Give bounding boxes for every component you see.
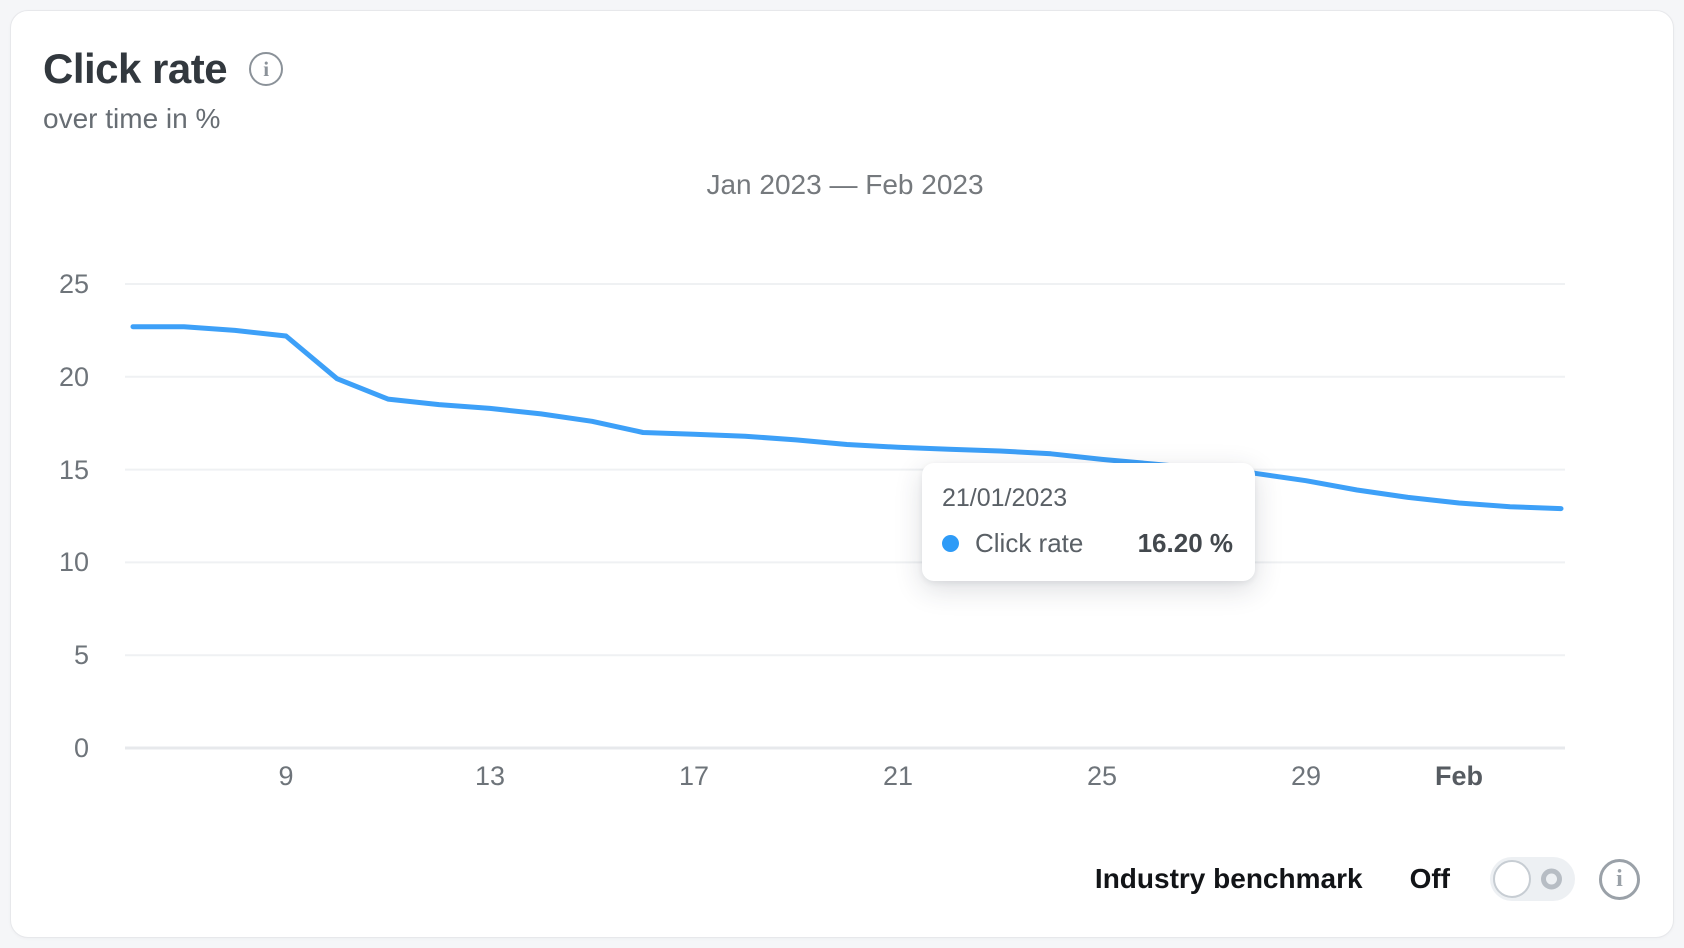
industry-benchmark-label: Industry benchmark <box>1094 863 1363 894</box>
toggle-knob[interactable] <box>1493 860 1531 898</box>
click-rate-line[interactable] <box>130 324 1564 512</box>
card-subtitle: over time in % <box>43 103 221 134</box>
y-axis-label: 10 <box>58 547 89 578</box>
tooltip-date: 21/01/2023 <box>942 484 1068 512</box>
line-chart[interactable] <box>11 11 1675 939</box>
chart-tooltip: 21/01/2023 Click rate 16.20 % <box>922 463 1255 581</box>
y-axis-label: 0 <box>73 733 89 763</box>
click-rate-card: Click rate i over time in % Jan 2023 — F… <box>10 10 1674 938</box>
benchmark-info-icon[interactable]: i <box>1599 858 1640 900</box>
benchmark-row: Industry benchmark Off i <box>1095 856 1640 902</box>
x-axis-label: Feb <box>1434 761 1483 791</box>
x-axis-label: 21 <box>882 761 914 791</box>
x-axis-label: 13 <box>474 761 506 791</box>
tooltip-row: Click rate 16.20 % <box>942 528 1233 559</box>
click-rate-info-icon[interactable]: i <box>249 52 284 86</box>
card-header: Click rate i <box>43 45 284 93</box>
page-title: Click rate <box>43 45 228 92</box>
y-axis-label: 5 <box>73 640 89 671</box>
y-axis-label: 15 <box>58 454 89 485</box>
y-axis-label: 25 <box>58 269 89 299</box>
toggle-off-ring-icon <box>1541 868 1562 890</box>
y-axis-label: 20 <box>58 361 89 392</box>
x-axis-label: 25 <box>1086 761 1118 791</box>
x-axis-label: 17 <box>678 761 710 791</box>
chart-date-range: Jan 2023 — Feb 2023 <box>706 169 984 200</box>
benchmark-state-label: Off <box>1409 863 1450 894</box>
x-axis-label: 29 <box>1290 761 1322 791</box>
series-dot-icon <box>942 535 959 552</box>
tooltip-value: 16.20 % <box>1137 528 1233 558</box>
tooltip-series-label: Click rate <box>975 528 1084 558</box>
benchmark-toggle[interactable] <box>1490 857 1575 901</box>
x-axis-label: 9 <box>278 761 294 791</box>
